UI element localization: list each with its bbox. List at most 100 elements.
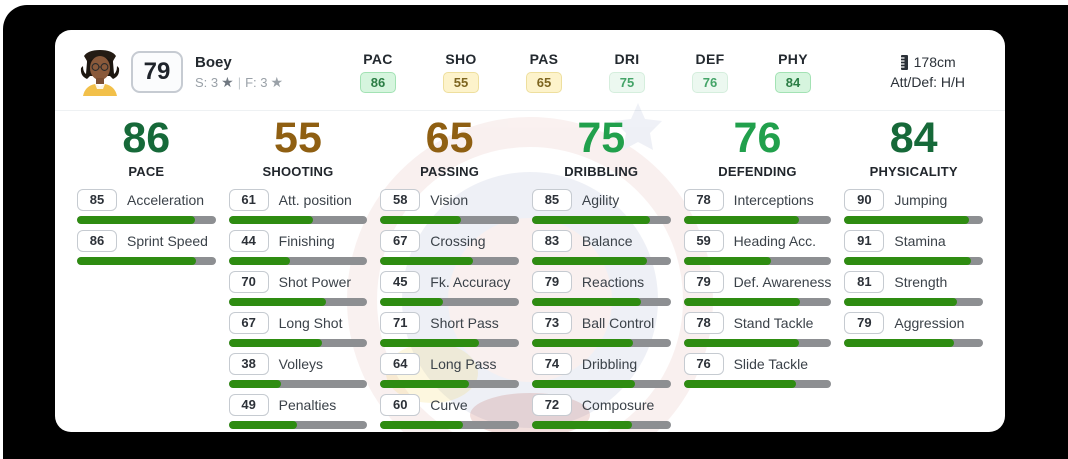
stat-stamina: 91 Stamina	[844, 229, 983, 265]
stat-bar	[228, 338, 368, 347]
stat-value-chip: 45	[380, 270, 421, 293]
category-value: 75	[577, 114, 626, 162]
stat-shot-power: 70 Shot Power	[228, 270, 368, 306]
player-info-block: 178cm Att/Def: H/H	[890, 54, 979, 90]
stat-bar	[380, 215, 519, 224]
stat-bar	[380, 256, 519, 265]
stat-bar-fill	[380, 379, 469, 388]
category-dribbling: 75 DRIBBLING 85 Agility 83 Balance 79 Re…	[531, 114, 671, 432]
stat-ball-control: 73 Ball Control	[531, 311, 671, 347]
separator: |	[237, 74, 242, 90]
stat-bar	[844, 338, 983, 347]
stat-bar	[531, 256, 671, 265]
stat-interceptions: 78 Interceptions	[683, 188, 832, 224]
stat-bar-fill	[531, 256, 647, 265]
stat-penalties: 49 Penalties	[228, 393, 368, 429]
stat-crossing: 67 Crossing	[380, 229, 519, 265]
category-value: 65	[425, 114, 474, 162]
header-stat-label: DRI	[614, 51, 640, 67]
stat-bar-fill	[228, 379, 282, 388]
stat-label: Acceleration	[127, 191, 205, 208]
player-name: Boey	[195, 53, 232, 71]
stat-bar-fill	[228, 420, 297, 429]
stat-value-chip: 38	[228, 352, 269, 375]
stat-finishing: 44 Finishing	[228, 229, 368, 265]
stat-label: Fk. Accuracy	[430, 273, 511, 290]
header-stat-label: PAC	[363, 51, 393, 67]
stat-bar	[228, 215, 368, 224]
stat-bar-fill	[844, 338, 954, 347]
skill-moves-label: S: 3	[195, 74, 219, 90]
stat-heading-acc: 59 Heading Acc.	[683, 229, 832, 265]
stat-value-chip: 67	[380, 229, 421, 252]
stat-strength: 81 Strength	[844, 270, 983, 306]
stat-value-chip: 60	[380, 393, 421, 416]
stat-label: Finishing	[278, 232, 335, 249]
stat-bar-fill	[228, 297, 326, 306]
stat-label: Ball Control	[581, 314, 655, 331]
stat-label: Aggression	[894, 314, 965, 331]
category-value: 55	[274, 114, 322, 162]
header-stat-sho: SHO 55	[438, 51, 484, 93]
category-name: DRIBBLING	[564, 163, 639, 179]
stat-label: Crossing	[430, 232, 486, 249]
category-stat-list: 90 Jumping 91 Stamina 81 Strength 79 Agg…	[844, 188, 983, 347]
stat-bar-fill	[844, 215, 970, 224]
stat-aggression: 79 Aggression	[844, 311, 983, 347]
stat-bar-fill	[380, 256, 474, 265]
stat-bar	[683, 338, 832, 347]
stat-jumping: 90 Jumping	[844, 188, 983, 224]
stat-label: Heading Acc.	[733, 232, 817, 249]
overall-rating-value: 79	[143, 58, 171, 85]
header-stat-badge: 86	[360, 72, 396, 93]
skill-weakfoot-line: S: 3 ★ | F: 3 ★	[195, 74, 333, 91]
stat-label: Jumping	[894, 191, 948, 208]
stat-balance: 83 Balance	[531, 229, 671, 265]
category-value: 86	[122, 114, 171, 162]
stat-label: Att. position	[278, 191, 352, 208]
stat-volleys: 38 Volleys	[228, 352, 368, 388]
stat-value-chip: 83	[531, 229, 572, 252]
stat-value-chip: 49	[228, 393, 269, 416]
stat-label: Long Shot	[278, 314, 343, 331]
stat-value-chip: 91	[844, 229, 885, 252]
category-stat-list: 61 Att. position 44 Finishing 70 Shot Po…	[228, 188, 368, 429]
category-stat-list: 85 Agility 83 Balance 79 Reactions 73 Ba…	[531, 188, 671, 429]
stat-stand-tackle: 78 Stand Tackle	[683, 311, 832, 347]
weak-foot-label: F: 3	[245, 74, 268, 90]
stat-bar-fill	[531, 420, 632, 429]
stat-bar-fill	[531, 379, 635, 388]
stat-bar	[228, 379, 368, 388]
stat-label: Composure	[581, 396, 655, 413]
stat-value-chip: 85	[77, 188, 117, 211]
header-stat-pac: PAC 86	[355, 51, 401, 93]
stat-long-pass: 64 Long Pass	[380, 352, 519, 388]
header-stat-phy: PHY 84	[770, 51, 816, 93]
stat-acceleration: 85 Acceleration	[77, 188, 216, 224]
header-stat-badge: 65	[526, 72, 562, 93]
category-stat-list: 78 Interceptions 59 Heading Acc. 79 Def.…	[683, 188, 832, 388]
stat-bar-fill	[683, 338, 799, 347]
stat-bar-fill	[380, 338, 479, 347]
category-name: PACE	[128, 163, 165, 179]
stat-label: Curve	[430, 396, 468, 413]
stat-long-shot: 67 Long Shot	[228, 311, 368, 347]
stat-label: Slide Tackle	[733, 355, 809, 372]
overall-rating: 79	[131, 51, 183, 93]
stat-bar-fill	[380, 215, 461, 224]
category-name: PASSING	[420, 163, 480, 179]
stat-bar-fill	[531, 215, 650, 224]
att-def-workrates: Att/Def: H/H	[890, 74, 965, 90]
stat-value-chip: 78	[683, 188, 724, 211]
stats-grid: 86 PACE 85 Acceleration 86 Sprint Speed …	[55, 111, 1005, 432]
stat-label: Stand Tackle	[733, 314, 814, 331]
stat-bar-fill	[531, 297, 642, 306]
category-passing: 65 PASSING 58 Vision 67 Crossing 45 Fk. …	[380, 115, 519, 432]
height-value: 178cm	[913, 54, 956, 70]
stat-bar	[683, 256, 832, 265]
stat-bar-fill	[380, 297, 443, 306]
stat-label: Def. Awareness	[733, 273, 832, 290]
header-stat-label: DEF	[695, 51, 725, 67]
card-header: 79 Boey S: 3 ★ | F: 3 ★ PAC 86 SHO 55 PA…	[55, 30, 1005, 101]
stat-agility: 85 Agility	[531, 188, 671, 224]
